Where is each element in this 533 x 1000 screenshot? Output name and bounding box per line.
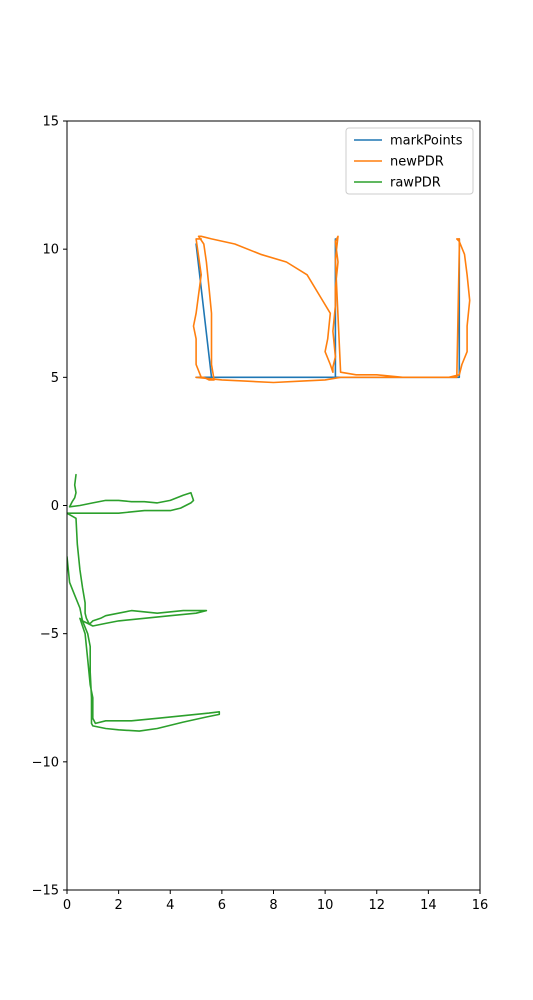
legend-label-newPDR: newPDR bbox=[390, 155, 444, 170]
y-tick-label: −5 bbox=[40, 627, 59, 642]
x-tick-label: 16 bbox=[472, 898, 489, 913]
x-tick-label: 6 bbox=[218, 898, 226, 913]
legend-label-markPoints: markPoints bbox=[390, 134, 463, 149]
y-tick-label: 5 bbox=[51, 371, 59, 386]
y-tick-label: 15 bbox=[42, 115, 59, 130]
legend-box bbox=[345, 127, 474, 195]
y-tick-label: 0 bbox=[51, 499, 59, 514]
legend-label-rawPDR: rawPDR bbox=[390, 176, 441, 191]
x-tick-label: 2 bbox=[114, 898, 122, 913]
x-tick-label: 8 bbox=[269, 898, 277, 913]
series-line-rawPDR bbox=[67, 473, 221, 732]
y-axis: −15 −10 −5 0 5 10 15 bbox=[32, 115, 67, 899]
x-axis: 0 2 4 6 8 10 12 14 16 bbox=[63, 890, 488, 913]
x-tick-label: 0 bbox=[63, 898, 71, 913]
y-tick-label: −15 bbox=[32, 884, 59, 899]
series-layer bbox=[67, 235, 471, 732]
plot-frame bbox=[66, 120, 481, 891]
y-tick-label: −10 bbox=[32, 755, 59, 770]
plot-area bbox=[67, 235, 471, 732]
series-line-newPDR bbox=[192, 235, 471, 384]
x-tick-label: 4 bbox=[166, 898, 174, 913]
x-tick-label: 10 bbox=[317, 898, 334, 913]
x-tick-label: 14 bbox=[420, 898, 437, 913]
legend: markPoints newPDR rawPDR bbox=[345, 127, 474, 195]
x-tick-label: 12 bbox=[368, 898, 385, 913]
y-tick-label: 10 bbox=[42, 243, 59, 258]
